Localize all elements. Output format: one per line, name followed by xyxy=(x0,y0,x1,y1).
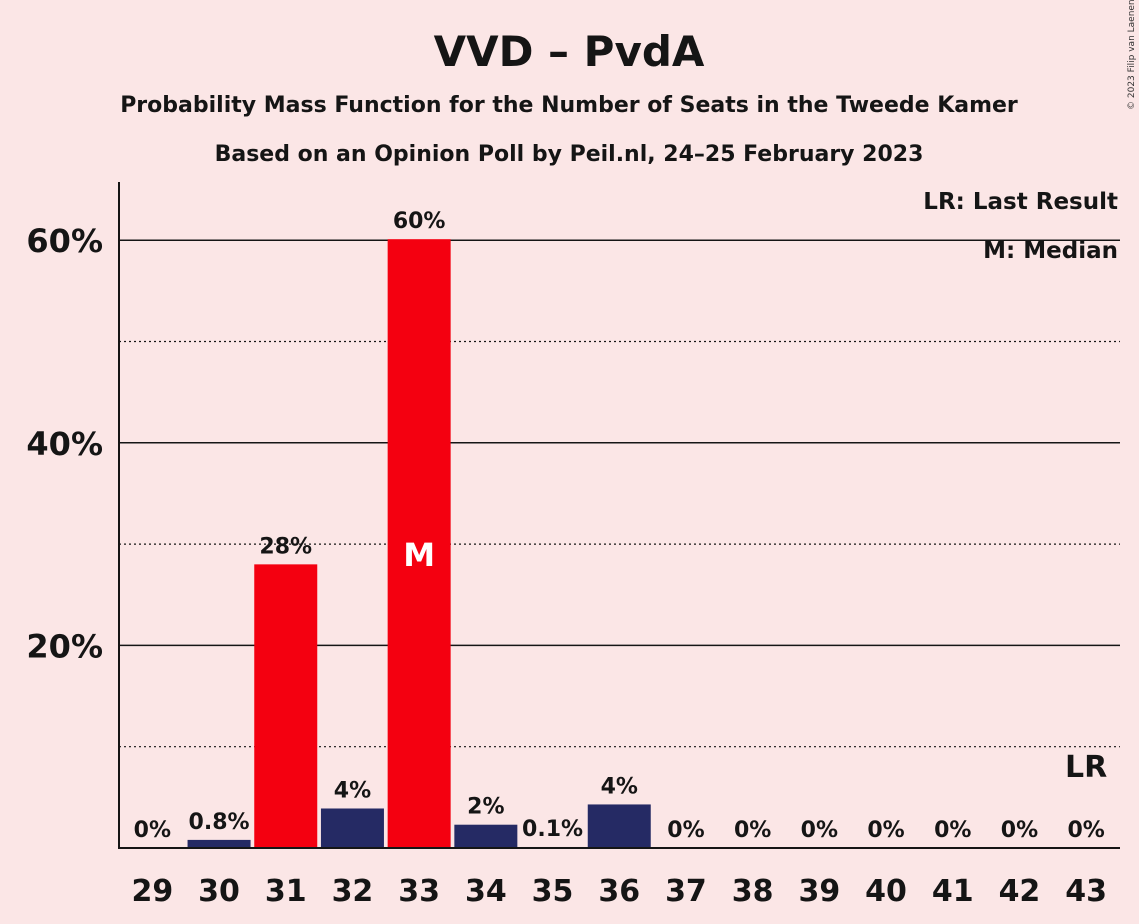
data-label-31: 28% xyxy=(259,534,312,559)
x-tick-label-42: 42 xyxy=(999,874,1041,909)
x-tick-label-39: 39 xyxy=(798,874,840,909)
x-tick-label-40: 40 xyxy=(865,874,907,909)
data-label-42: 0% xyxy=(1001,818,1038,843)
bar-32 xyxy=(320,808,384,848)
x-tick-label-33: 33 xyxy=(398,874,440,909)
legend-last-result: LR: Last Result xyxy=(923,189,1118,215)
x-tick-label-31: 31 xyxy=(265,874,307,909)
data-label-43: 0% xyxy=(1067,818,1104,843)
data-label-38: 0% xyxy=(734,818,771,843)
data-label-30: 0.8% xyxy=(189,810,250,835)
data-label-37: 0% xyxy=(667,818,704,843)
bar-34 xyxy=(454,824,518,848)
legend-median: M: Median xyxy=(983,238,1118,264)
data-label-41: 0% xyxy=(934,818,971,843)
last-result-marker: LR xyxy=(1065,750,1107,785)
bars xyxy=(187,239,651,848)
x-tick-label-32: 32 xyxy=(332,874,374,909)
bar-30 xyxy=(187,839,251,848)
chart-subtitle-1: Probability Mass Function for the Number… xyxy=(120,93,1018,118)
x-tick-label-30: 30 xyxy=(198,874,240,909)
x-tick-label-34: 34 xyxy=(465,874,507,909)
y-ticks: 20% 40% 60% xyxy=(26,222,103,665)
y-tick-label: 40% xyxy=(26,425,103,463)
x-tick-label-36: 36 xyxy=(598,874,640,909)
data-label-34: 2% xyxy=(467,795,504,820)
data-label-40: 0% xyxy=(867,818,904,843)
data-label-32: 4% xyxy=(334,778,371,803)
data-label-29: 0% xyxy=(134,818,171,843)
data-label-36: 4% xyxy=(601,774,638,799)
data-label-35: 0.1% xyxy=(522,817,583,842)
bar-31 xyxy=(254,564,318,848)
bar-33 xyxy=(387,239,451,848)
x-ticks: 29 30 31 32 33 34 35 36 37 38 39 40 41 42 43 xyxy=(131,874,1107,909)
data-label-33: 60% xyxy=(393,209,446,234)
x-tick-label-29: 29 xyxy=(131,874,173,909)
y-tick-label: 60% xyxy=(26,222,103,260)
median-marker: M xyxy=(403,536,435,574)
x-tick-label-35: 35 xyxy=(532,874,574,909)
copyright-text: © 2023 Filip van Laenen xyxy=(1127,0,1137,110)
x-tick-label-41: 41 xyxy=(932,874,974,909)
x-tick-label-38: 38 xyxy=(732,874,774,909)
bar-36 xyxy=(587,804,651,848)
chart-subtitle-2: Based on an Opinion Poll by Peil.nl, 24–… xyxy=(215,142,924,167)
x-tick-label-43: 43 xyxy=(1065,874,1107,909)
chart-title: VVD – PvdA xyxy=(434,27,705,76)
data-label-39: 0% xyxy=(801,818,838,843)
data-labels: 0% 0.8% 28% 4% 60% M 2% 0.1% 4% 0% 0% 0% 0% 0% 0% 0% LR xyxy=(134,209,1108,843)
x-tick-label-37: 37 xyxy=(665,874,707,909)
y-tick-label: 20% xyxy=(26,627,103,665)
